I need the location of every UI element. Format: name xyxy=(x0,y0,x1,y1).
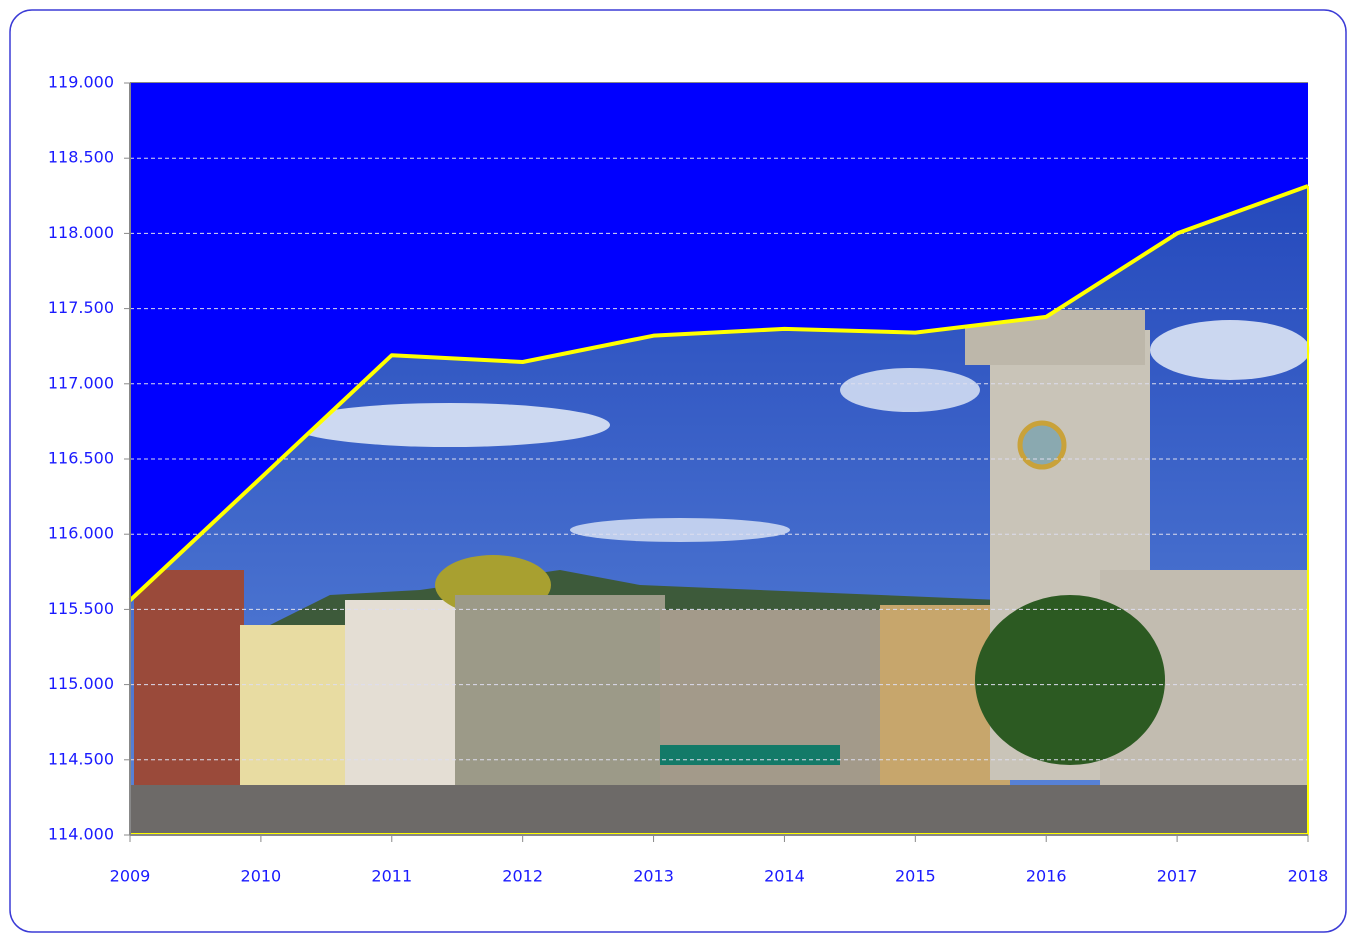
x-tick-label: 2013 xyxy=(633,867,674,886)
x-tick-label: 2011 xyxy=(371,867,412,886)
y-tick-label: 119.000 xyxy=(48,73,114,92)
y-tick-label: 114.500 xyxy=(48,749,114,768)
x-tick-label: 2015 xyxy=(895,867,936,886)
y-tick-label: 115.500 xyxy=(48,599,114,618)
x-tick-label: 2010 xyxy=(241,867,282,886)
y-tick-label: 117.500 xyxy=(48,298,114,317)
x-tick-label: 2012 xyxy=(502,867,543,886)
y-tick-label: 114.000 xyxy=(48,825,114,844)
x-tick-label: 2018 xyxy=(1288,867,1329,886)
y-tick-label: 118.500 xyxy=(48,148,114,167)
y-tick-label: 117.000 xyxy=(48,373,114,392)
x-tick-label: 2009 xyxy=(110,867,151,886)
x-tick-label: 2016 xyxy=(1026,867,1067,886)
y-tick-label: 118.000 xyxy=(48,223,114,242)
x-tick-label: 2017 xyxy=(1157,867,1198,886)
y-tick-label: 116.000 xyxy=(48,524,114,543)
x-tick-label: 2014 xyxy=(764,867,805,886)
data-line xyxy=(128,184,1309,602)
y-tick-label: 116.500 xyxy=(48,449,114,468)
y-tick-label: 115.000 xyxy=(48,674,114,693)
area-above-line xyxy=(130,83,1308,601)
